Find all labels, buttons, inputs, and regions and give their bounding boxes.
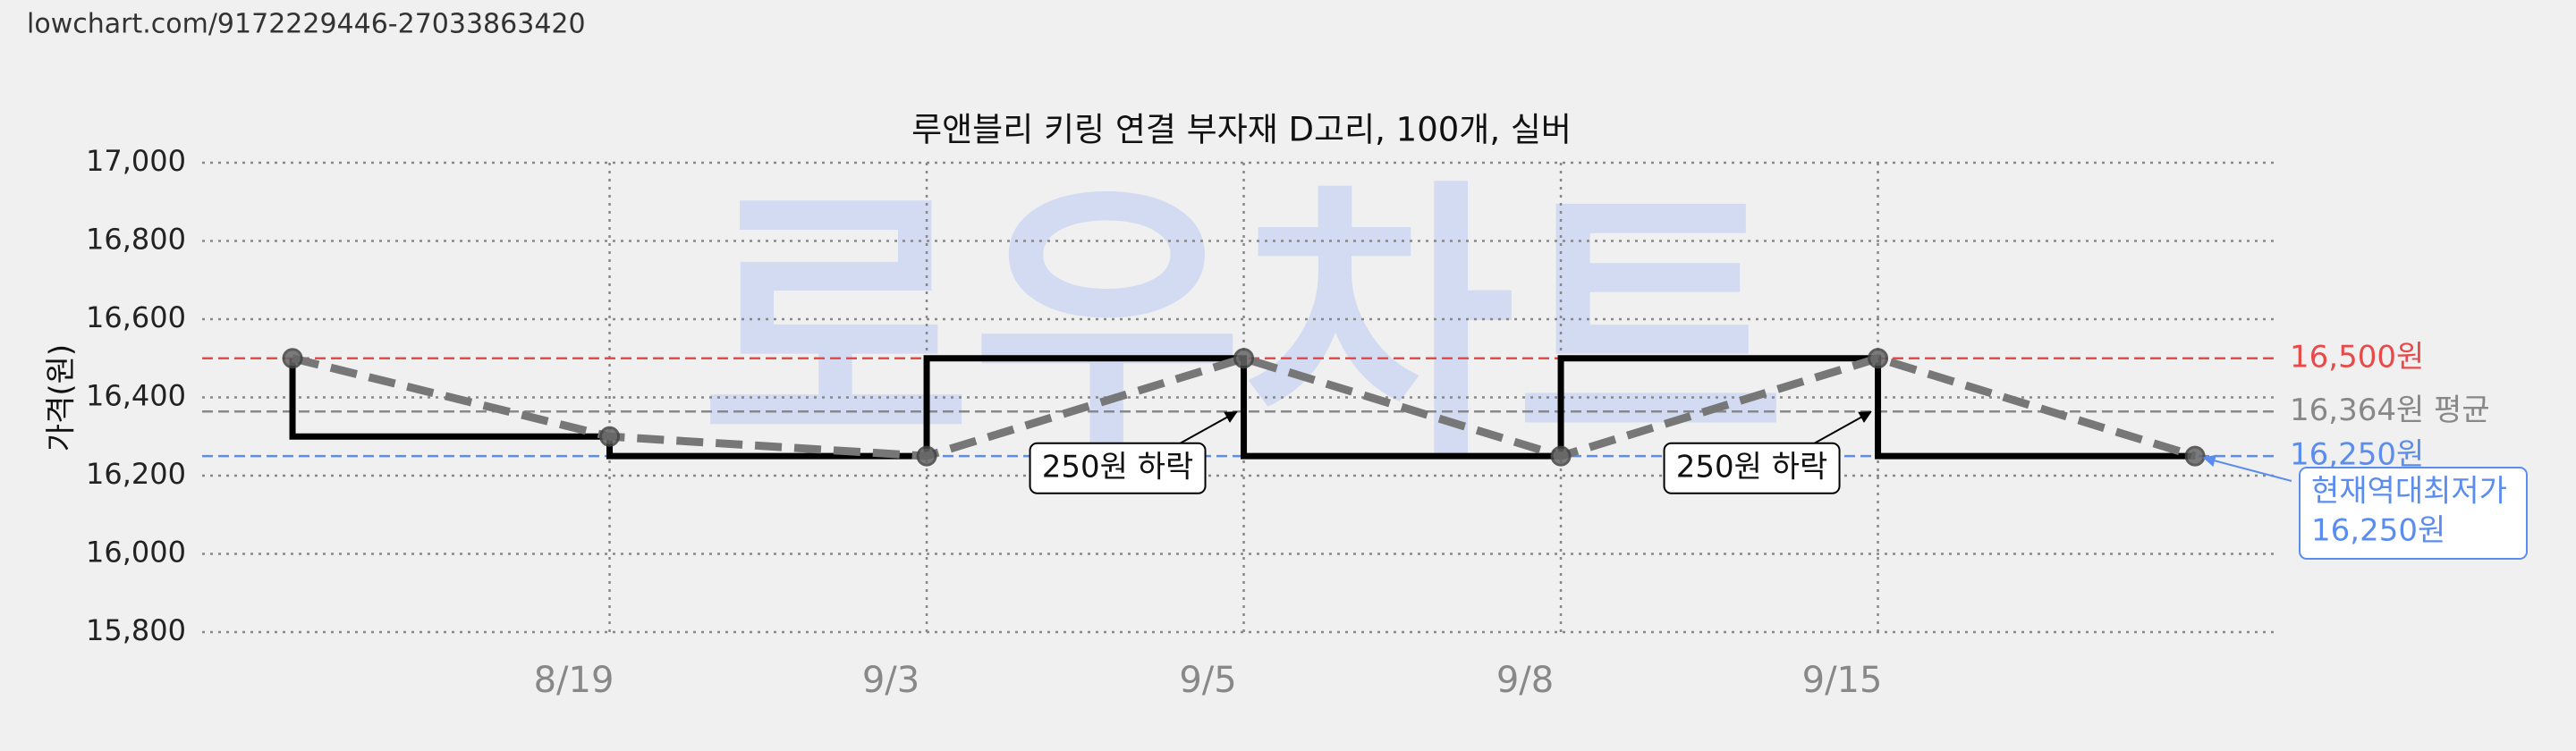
point bbox=[599, 426, 621, 447]
reference-label: 16,250원 bbox=[2290, 437, 2424, 473]
annotation-box bbox=[1029, 442, 1207, 494]
annotation-text: 250원 하락 bbox=[1042, 449, 1194, 485]
point bbox=[1868, 348, 1889, 369]
step-line bbox=[289, 355, 2196, 460]
lowest-arrow bbox=[2202, 454, 2292, 482]
y-tick-label: 16,200 bbox=[86, 457, 186, 491]
point bbox=[2184, 445, 2206, 467]
point bbox=[1550, 445, 1572, 467]
y-tick-label: 15,800 bbox=[86, 613, 186, 647]
y-tick-label: 16,000 bbox=[86, 536, 186, 570]
y-tick-label: 16,600 bbox=[86, 300, 186, 334]
y-tick-label: 16,400 bbox=[86, 379, 186, 413]
x-tick-label: 9/5 bbox=[1179, 660, 1236, 701]
lowest-text: 16,250원 bbox=[2311, 513, 2445, 549]
x-tick-label: 8/19 bbox=[534, 660, 614, 701]
url: lowchart.com/9172229446-27033863420 bbox=[27, 9, 586, 40]
y-axis-label: 가격(원) bbox=[44, 344, 80, 451]
annotation-arrow bbox=[1180, 410, 1238, 444]
point bbox=[282, 348, 303, 369]
x-tick-label: 9/3 bbox=[862, 660, 919, 701]
annotation-text: 250원 하락 bbox=[1676, 449, 1828, 485]
lowest-box bbox=[2299, 467, 2528, 560]
annotation-arrow bbox=[1814, 410, 1872, 444]
point bbox=[916, 445, 937, 467]
reference-label: 16,500원 bbox=[2290, 339, 2424, 375]
x-tick-label: 9/15 bbox=[1802, 660, 1883, 701]
annotation-box bbox=[1663, 442, 1841, 494]
y-tick-label: 17,000 bbox=[86, 144, 186, 178]
lowest-text: 현재역대최저가 bbox=[2311, 474, 2507, 510]
x-tick-label: 9/8 bbox=[1496, 660, 1554, 701]
reference-label: 16,364원 평균 bbox=[2290, 392, 2490, 428]
chart-title: 루앤블리 키링 연결 부자재 D고리, 100개, 실버 bbox=[911, 111, 1572, 149]
point bbox=[1233, 348, 1255, 369]
y-tick-label: 16,800 bbox=[86, 223, 186, 257]
